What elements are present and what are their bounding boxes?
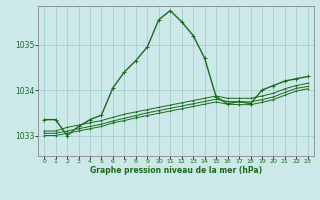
- X-axis label: Graphe pression niveau de la mer (hPa): Graphe pression niveau de la mer (hPa): [90, 166, 262, 175]
